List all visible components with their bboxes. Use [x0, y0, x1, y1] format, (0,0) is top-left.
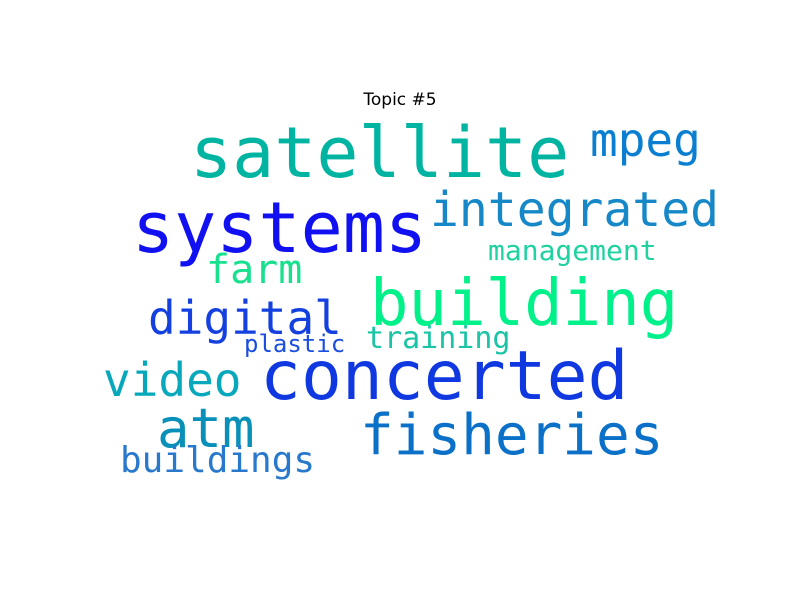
word-video: video: [103, 353, 242, 407]
word-training: training: [366, 321, 511, 356]
word-satellite: satellite: [190, 112, 570, 194]
word-management: management: [488, 234, 657, 267]
word-farm: farm: [206, 247, 303, 293]
word-systems: systems: [132, 187, 428, 269]
word-mpeg: mpeg: [590, 113, 701, 167]
word-integrated: integrated: [430, 182, 719, 238]
word-digital: digital: [148, 291, 342, 345]
word-buildings: buildings: [120, 440, 316, 481]
word-atm: atm: [157, 397, 255, 460]
word-concerted: concerted: [260, 337, 629, 416]
figure-title: Topic #5: [363, 90, 437, 110]
word-plastic: plastic: [244, 330, 346, 358]
word-building: building: [370, 267, 679, 341]
word-fisheries: fisheries: [360, 403, 664, 468]
